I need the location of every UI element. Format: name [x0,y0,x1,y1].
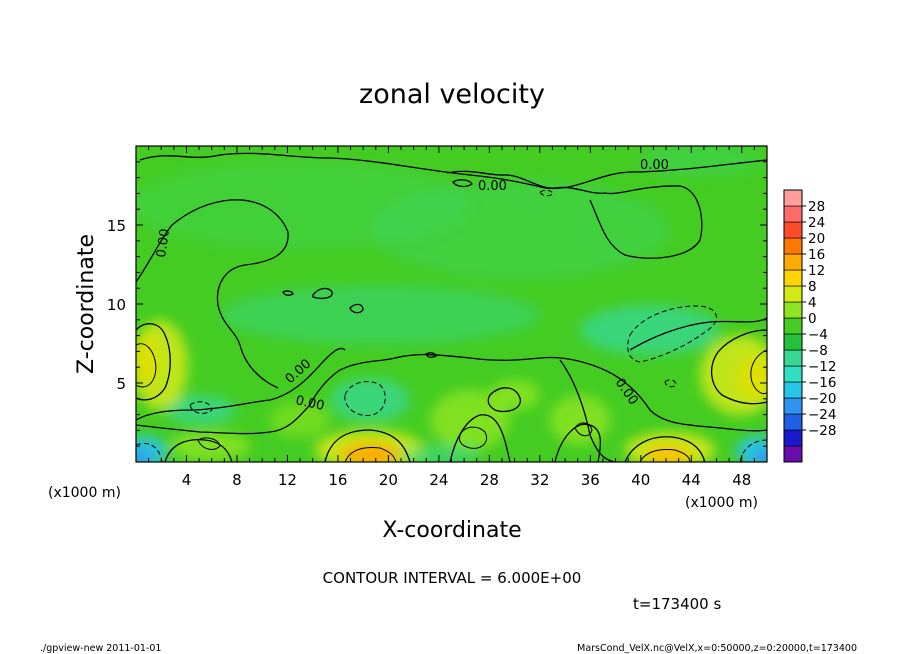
x-axis-label: X-coordinate [382,518,521,543]
colorbar-swatch [783,189,803,207]
y-axis-label: Z-coordinate [74,234,99,374]
footer-left: ./gpview-new 2011-01-01 [40,643,161,654]
contour-label: 0.00 [294,393,325,414]
x-tick-label: 16 [328,471,347,489]
colorbar-swatch [783,237,803,255]
colorbar-swatch [783,349,803,367]
colorbar-swatch [783,205,803,223]
time-label: t=173400 s [633,595,721,613]
colorbar-tick-label: 0 [808,311,817,327]
plot-area: 0.00 0.00 0.00 0.00 0.00 0.00 [136,146,767,462]
colorbar-tick-label: −4 [808,327,828,343]
y-tick-label: 15 [107,217,126,235]
colorbar-tick-label: 12 [808,263,825,279]
footer-right: MarsCond_VelX.nc@VelX,x=0:50000,z=0:2000… [577,643,857,654]
colorbar-swatch [783,381,803,399]
colorbar-tick-label: −28 [808,423,837,439]
colorbar-swatch [783,413,803,431]
contour-interval: CONTOUR INTERVAL = 6.000E+00 [323,569,582,587]
x-tick-label: 32 [530,471,549,489]
x-tick-label: 36 [581,471,600,489]
colorbar-tick-label: 4 [808,295,817,311]
x-tick-label: 4 [182,471,192,489]
colorbar-tick-label: 24 [808,215,825,231]
colorbar-swatch [783,269,803,287]
x-tick-label: 40 [631,471,650,489]
x-tick-label: 12 [278,471,297,489]
colorbar-swatch [783,221,803,239]
x-unit-right: (x1000 m) [685,495,758,511]
colorbar-tick-label: 8 [808,279,817,295]
zero-contours [136,152,767,462]
colorbar-swatch [783,301,803,319]
colorbar-swatch [783,429,803,447]
x-tick-label: 48 [732,471,751,489]
x-tick-label: 8 [232,471,242,489]
x-tick-label: 44 [682,471,701,489]
colorbar-tick-label: −12 [808,359,837,375]
colorbar-tick-label: 28 [808,199,825,215]
x-tick-label: 20 [379,471,398,489]
chart-title: zonal velocity [359,79,545,110]
positive-contours [136,343,767,462]
colorbar-tick-label: −8 [808,343,828,359]
colorbar-tick-label: 20 [808,231,825,247]
x-unit-left: (x1000 m) [48,485,121,501]
contour-label: 0.00 [154,228,173,259]
colorbar-swatch [783,253,803,271]
y-axis: 5 10 15 [107,161,767,447]
y-tick-label: 10 [107,296,126,314]
contour-label: 0.00 [478,179,507,194]
x-tick-label: 24 [429,471,448,489]
colorbar-swatch [783,397,803,415]
colorbar-swatch [783,445,803,463]
y-tick-label: 5 [116,375,126,393]
contour-label: 0.00 [640,158,669,173]
colorbar-tick-label: 16 [808,247,825,263]
colorbar-frame [783,189,803,463]
x-axis: 4 8 12 16 20 24 28 32 36 40 44 48 [148,146,755,489]
colorbar-tick-label: −24 [808,407,837,423]
colorbar-swatch [783,317,803,335]
colorbar-tick-label: −16 [808,375,837,391]
colorbar-swatch [783,365,803,383]
x-tick-label: 28 [480,471,499,489]
colorbar-tick-label: −20 [808,391,837,407]
colorbar-swatch [783,285,803,303]
colorbar-swatch [783,333,803,351]
